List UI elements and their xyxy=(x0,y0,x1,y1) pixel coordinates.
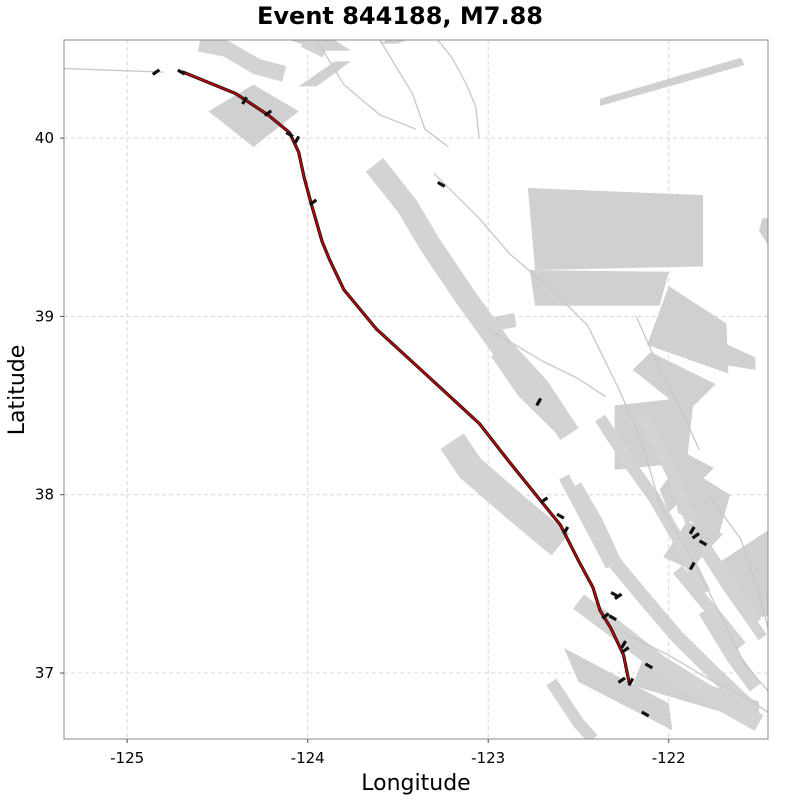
fault-zone-polygon xyxy=(600,57,745,106)
fault-trace-line xyxy=(316,40,417,130)
fault-band xyxy=(440,433,570,556)
plot-background xyxy=(64,40,768,739)
slip-marker xyxy=(285,131,294,138)
slip-marker xyxy=(556,512,565,520)
y-tick-label: 40 xyxy=(35,129,54,147)
x-axis-ticks: -125 -124 -123 -122 xyxy=(110,739,686,767)
fault-band xyxy=(494,313,517,331)
x-axis-label: Longitude xyxy=(361,771,470,796)
x-tick-label: -125 xyxy=(110,749,144,767)
slip-marker xyxy=(688,561,696,571)
fault-zone-polygon xyxy=(759,218,768,246)
fault-trace-line xyxy=(614,627,768,713)
slip-marker xyxy=(308,198,318,206)
slip-marker xyxy=(535,397,543,407)
slip-marker xyxy=(562,526,570,535)
fault-zone-polygon xyxy=(208,84,299,147)
slip-marker xyxy=(621,646,630,654)
fault-band xyxy=(491,347,566,433)
fault-zone-polygon xyxy=(298,61,351,87)
slip-marker xyxy=(177,68,186,76)
fault-traces xyxy=(64,40,768,713)
fault-band xyxy=(595,414,711,596)
y-axis-ticks: 37 38 39 40 xyxy=(35,129,64,682)
fault-zone-polygon xyxy=(529,270,669,306)
plot-frame xyxy=(63,39,769,740)
fault-bands xyxy=(197,40,767,739)
slip-marker xyxy=(151,68,161,76)
fault-band xyxy=(365,157,579,441)
fault-band xyxy=(573,594,764,731)
fault-zones xyxy=(208,40,768,731)
fault-zone-polygon xyxy=(564,648,673,731)
fault-zone-polygon xyxy=(379,40,407,44)
slip-marker xyxy=(617,676,626,684)
slip-marker xyxy=(608,614,618,622)
slip-marker xyxy=(688,526,696,535)
fault-zone-polygon xyxy=(527,188,703,270)
slip-marker xyxy=(610,591,619,598)
slip-marker xyxy=(698,539,708,547)
slip-marker xyxy=(691,532,701,540)
slip-marker xyxy=(614,592,623,600)
fault-trace-line xyxy=(437,40,480,139)
fault-band xyxy=(721,572,767,641)
fault-trace-line xyxy=(487,328,606,398)
y-axis-label: Latitude xyxy=(5,345,30,436)
fault-zone-polygon xyxy=(713,530,768,620)
fault-zone-polygon xyxy=(699,334,756,370)
slip-marker xyxy=(640,710,650,718)
fault-trace-line xyxy=(707,494,768,629)
slip-marker xyxy=(436,181,446,188)
slip-marker xyxy=(644,662,654,670)
y-tick-label: 37 xyxy=(35,664,54,682)
x-tick-label: -123 xyxy=(471,749,505,767)
slip-marker xyxy=(293,135,301,145)
fault-zone-polygon xyxy=(663,521,723,570)
fault-trace-line xyxy=(635,316,700,451)
fault-trace-line xyxy=(433,173,768,692)
fault-band xyxy=(546,678,598,739)
fault-trace-line xyxy=(64,67,164,73)
fault-zone-polygon xyxy=(659,453,714,513)
fault-band xyxy=(636,412,696,524)
marker-group xyxy=(151,68,708,718)
x-tick-label: -122 xyxy=(652,749,686,767)
slip-marker xyxy=(620,640,627,649)
fault-trace-line xyxy=(379,40,449,148)
slip-marker xyxy=(601,612,610,620)
fault-band xyxy=(698,606,762,692)
y-tick-label: 38 xyxy=(35,486,54,504)
chart-title: Event 844188, M7.88 xyxy=(257,2,543,30)
fault-band xyxy=(197,40,287,82)
slip-marker xyxy=(241,96,248,105)
fault-band xyxy=(568,482,761,718)
slip-marker xyxy=(539,496,549,504)
slip-marker xyxy=(263,109,273,117)
fault-band xyxy=(559,474,616,569)
slip-marker xyxy=(627,677,635,687)
x-tick-label: -124 xyxy=(291,749,325,767)
fault-zone-polygon xyxy=(632,352,716,413)
y-tick-label: 39 xyxy=(35,307,54,325)
